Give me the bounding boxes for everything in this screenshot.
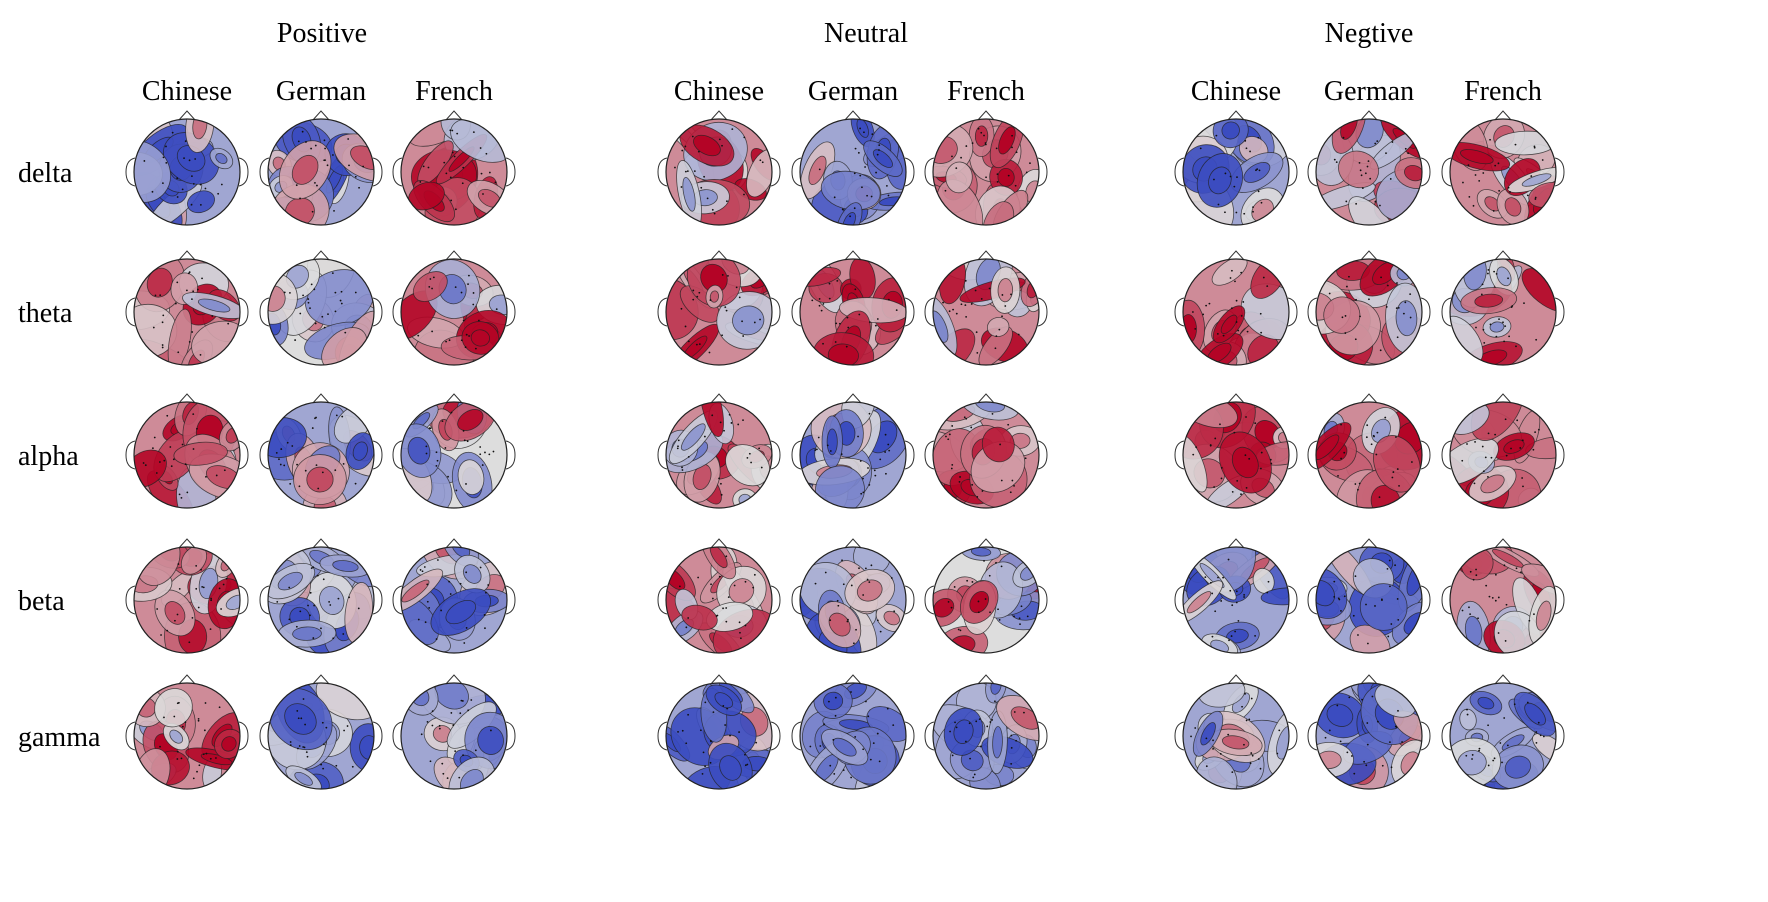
topomap-delta-positive-german xyxy=(259,110,383,226)
band-label-theta: theta xyxy=(18,298,73,329)
topomap-gamma-positive-german xyxy=(259,674,383,790)
topomap-gamma-negtive-chinese xyxy=(1174,674,1298,790)
topomap-gamma-positive-chinese xyxy=(125,674,249,790)
topomap-theta-neutral-german xyxy=(791,250,915,366)
topomap-beta-positive-german xyxy=(259,538,383,654)
topomap-alpha-negtive-chinese xyxy=(1174,393,1298,509)
column-header-german: German xyxy=(276,76,366,107)
topomap-beta-neutral-chinese xyxy=(657,538,781,654)
topomap-beta-neutral-german xyxy=(791,538,915,654)
topomap-alpha-negtive-french xyxy=(1441,393,1565,509)
topomap-delta-neutral-german xyxy=(791,110,915,226)
topomap-delta-positive-chinese xyxy=(125,110,249,226)
topomap-theta-positive-chinese xyxy=(125,250,249,366)
topomap-delta-neutral-french xyxy=(924,110,1048,226)
band-label-beta: beta xyxy=(18,586,65,617)
topomap-theta-negtive-german xyxy=(1307,250,1431,366)
column-header-chinese: Chinese xyxy=(142,76,232,107)
topomap-alpha-positive-french xyxy=(392,393,516,509)
topomap-gamma-positive-french xyxy=(392,674,516,790)
topomap-delta-negtive-german xyxy=(1307,110,1431,226)
topomap-beta-negtive-french xyxy=(1441,538,1565,654)
column-header-french: French xyxy=(1464,76,1542,107)
topomap-beta-negtive-german xyxy=(1307,538,1431,654)
topomap-gamma-neutral-french xyxy=(924,674,1048,790)
topomap-beta-negtive-chinese xyxy=(1174,538,1298,654)
topomap-alpha-negtive-german xyxy=(1307,393,1431,509)
topomap-delta-negtive-chinese xyxy=(1174,110,1298,226)
column-header-french: French xyxy=(947,76,1025,107)
topomap-theta-negtive-chinese xyxy=(1174,250,1298,366)
topomap-theta-positive-german xyxy=(259,250,383,366)
topomap-beta-positive-french xyxy=(392,538,516,654)
column-header-chinese: Chinese xyxy=(1191,76,1281,107)
topomap-gamma-neutral-german xyxy=(791,674,915,790)
topomap-alpha-neutral-chinese xyxy=(657,393,781,509)
band-label-alpha: alpha xyxy=(18,441,79,472)
topomap-theta-negtive-french xyxy=(1441,250,1565,366)
topomap-theta-neutral-french xyxy=(924,250,1048,366)
topomap-theta-positive-french xyxy=(392,250,516,366)
band-label-delta: delta xyxy=(18,158,73,189)
topomap-gamma-neutral-chinese xyxy=(657,674,781,790)
band-label-gamma: gamma xyxy=(18,722,101,753)
topomap-beta-neutral-french xyxy=(924,538,1048,654)
topomap-gamma-negtive-german xyxy=(1307,674,1431,790)
topomap-alpha-positive-chinese xyxy=(125,393,249,509)
column-header-chinese: Chinese xyxy=(674,76,764,107)
topomap-delta-positive-french xyxy=(392,110,516,226)
column-header-german: German xyxy=(1324,76,1414,107)
topomap-alpha-neutral-french xyxy=(924,393,1048,509)
column-header-german: German xyxy=(808,76,898,107)
topomap-beta-positive-chinese xyxy=(125,538,249,654)
topomap-theta-neutral-chinese xyxy=(657,250,781,366)
topomap-delta-neutral-chinese xyxy=(657,110,781,226)
topomap-delta-negtive-french xyxy=(1441,110,1565,226)
condition-title-negtive: Negtive xyxy=(1325,18,1414,49)
column-header-french: French xyxy=(415,76,493,107)
topomap-gamma-negtive-french xyxy=(1441,674,1565,790)
topomap-alpha-positive-german xyxy=(259,393,383,509)
condition-title-positive: Positive xyxy=(277,18,367,49)
condition-title-neutral: Neutral xyxy=(824,18,908,49)
topomap-alpha-neutral-german xyxy=(791,393,915,509)
